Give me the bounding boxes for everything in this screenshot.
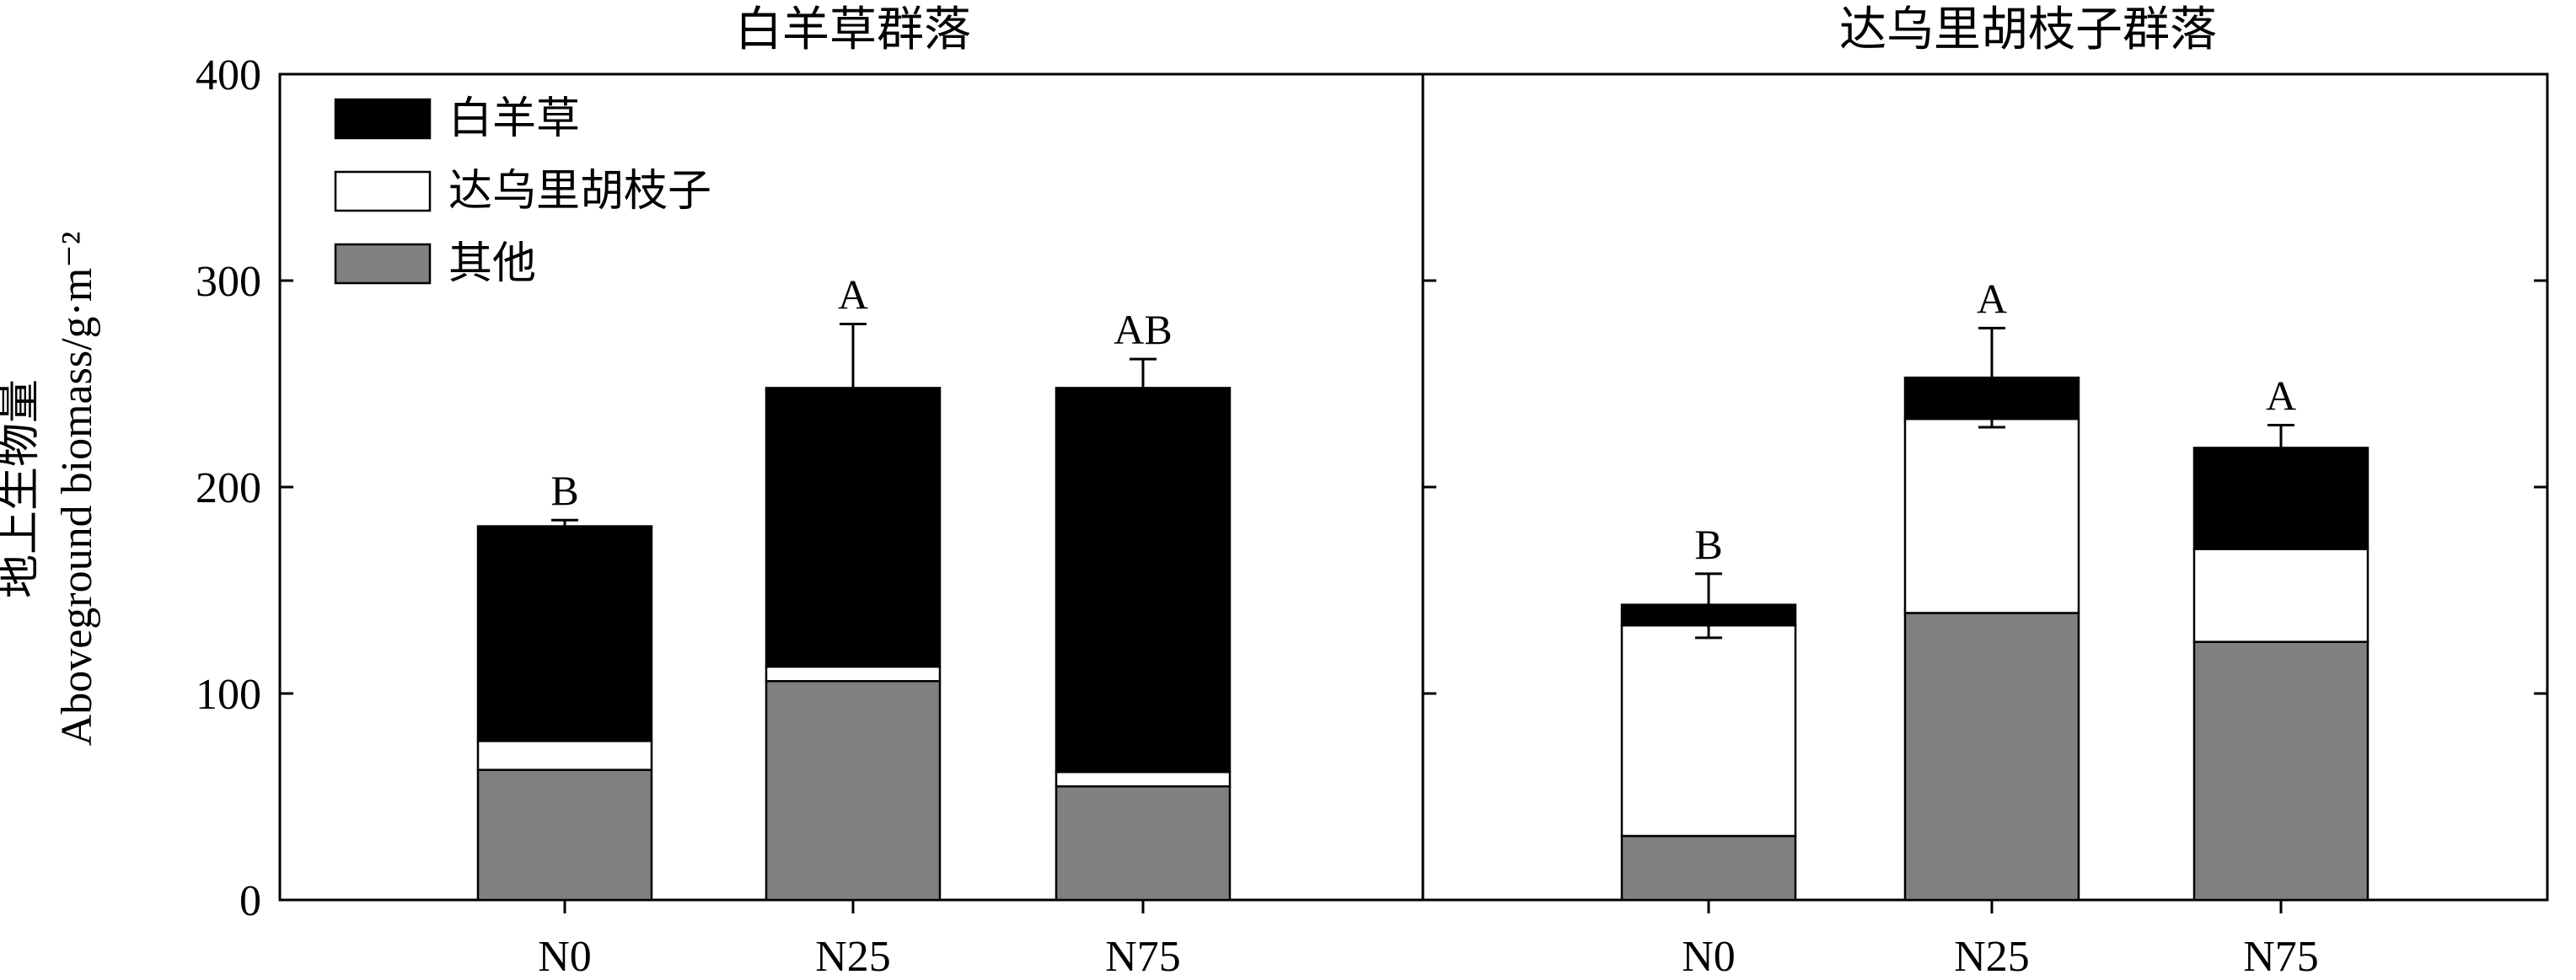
y-tick-label: 400: [196, 51, 261, 99]
significance-label: B: [550, 467, 578, 514]
significance-label: A: [838, 270, 868, 318]
significance-label: AB: [1114, 306, 1172, 353]
bar-segment-baiyangcao: [476, 525, 653, 742]
x-tick-label: N25: [1954, 933, 2030, 976]
legend-swatch: [334, 98, 432, 140]
chart-marks: 0 100 200 300 400 N0 N25 N75 N0 N25 N75 B A AB B A A 白羊草达…: [196, 51, 2549, 980]
panel-title-left: 白羊草群落: [735, 4, 971, 56]
bar-segment-other: [2192, 640, 2369, 902]
legend-swatch: [334, 170, 432, 212]
panel-title-right: 达乌里胡枝子群落: [1839, 4, 2217, 56]
bar-segment-lespedeza: [2192, 548, 2369, 643]
bar-segment-lespedeza: [1055, 770, 1232, 788]
x-tick-label: N75: [2243, 933, 2319, 976]
bar-segment-other: [1903, 612, 2080, 902]
bar-segment-lespedeza: [476, 740, 653, 771]
bar-segment-baiyangcao: [2192, 447, 2369, 550]
legend-swatch: [334, 243, 432, 285]
bar-segment-baiyangcao: [1055, 387, 1232, 774]
bar-segment-lespedeza: [1620, 624, 1797, 838]
y-axis-title-en: Aboveground biomass/g·m⁻²: [53, 232, 101, 747]
x-tick-label: N0: [1682, 933, 1736, 976]
bar-segment-other: [1055, 785, 1232, 902]
bar-segment-lespedeza: [1903, 417, 2080, 614]
y-tick-label: 300: [196, 258, 261, 306]
legend-label: 达乌里胡枝子: [448, 168, 711, 216]
x-tick-label: N0: [538, 933, 592, 976]
bar-segment-lespedeza: [765, 665, 942, 683]
bar-segment-other: [765, 680, 942, 902]
legend-label: 其他: [448, 240, 536, 288]
significance-label: A: [2266, 372, 2296, 420]
bar-segment-other: [476, 768, 653, 902]
significance-label: A: [1977, 275, 2007, 322]
significance-label: B: [1694, 521, 1722, 568]
x-tick-label: N25: [815, 933, 891, 976]
y-tick-label: 0: [239, 877, 261, 925]
legend-label: 白羊草: [448, 95, 580, 143]
y-tick-label: 100: [196, 671, 261, 719]
x-tick-label: N75: [1105, 933, 1181, 976]
y-tick-label: 200: [196, 464, 261, 512]
bar-segment-other: [1620, 834, 1797, 902]
y-axis-title-zh: 地上生物量: [0, 379, 44, 598]
bar-segment-baiyangcao: [765, 387, 942, 668]
